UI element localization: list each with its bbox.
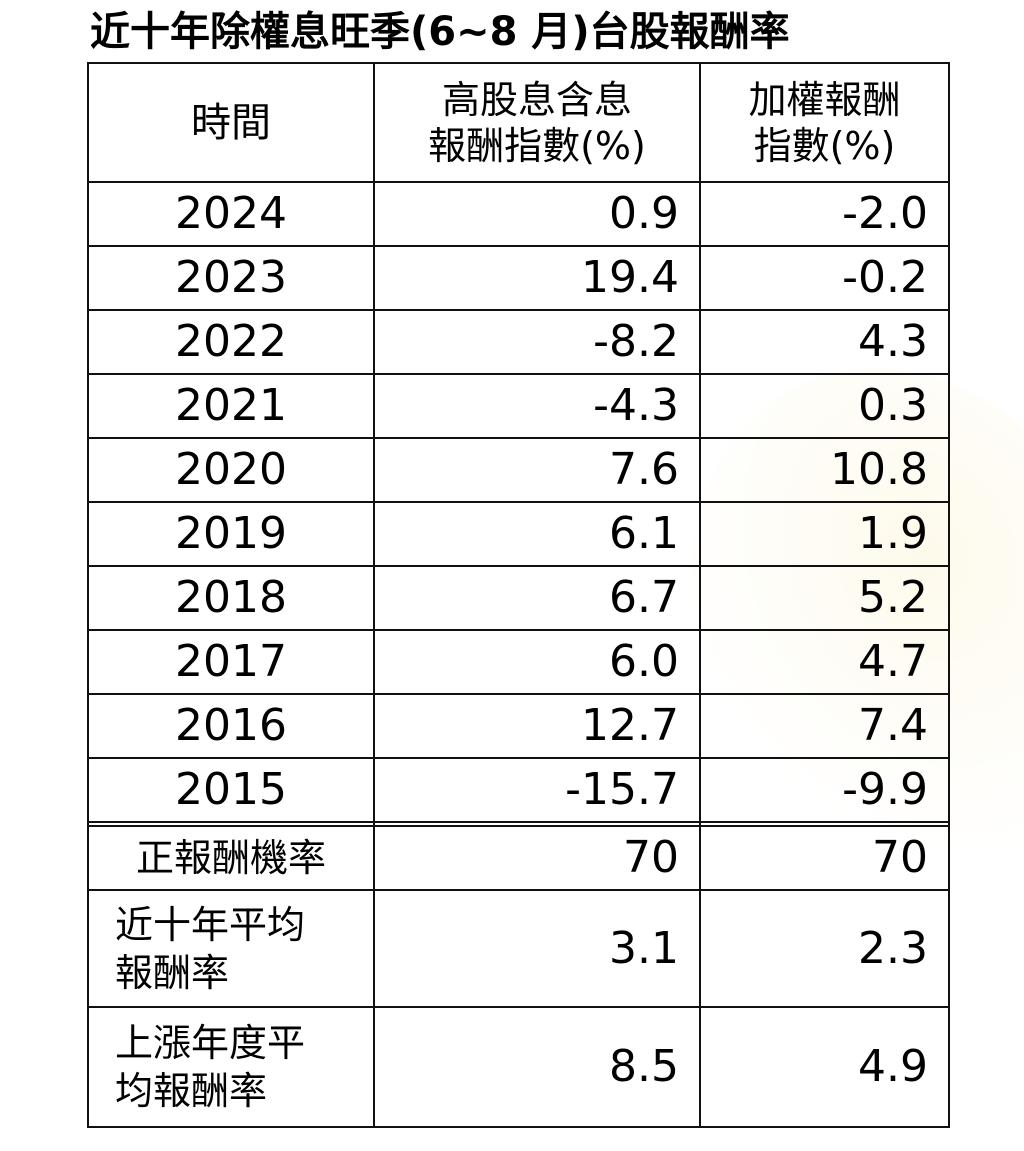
header-weighted-line1: 加權報酬 [748, 77, 901, 122]
table-row: 2024 0.9 -2.0 [87, 181, 950, 247]
page-title: 近十年除權息旺季(6~8 月)台股報酬率 [90, 9, 790, 55]
double-rule-divider [87, 821, 950, 827]
summary-label-line2: 報酬率 [115, 950, 230, 995]
high-dividend-cell: 3.1 [373, 889, 701, 1008]
year-cell: 2018 [87, 565, 375, 631]
header-high-dividend-line2: 報酬指數(%) [428, 123, 646, 168]
header-weighted: 加權報酬 指數(%) [699, 62, 950, 183]
weighted-cell: -9.9 [699, 757, 950, 823]
table-row: 2023 19.4 -0.2 [87, 245, 950, 311]
table-row: 2021 -4.3 0.3 [87, 373, 950, 439]
high-dividend-cell: -8.2 [373, 309, 701, 375]
summary-label: 上漲年度平 均報酬率 [87, 1006, 375, 1128]
weighted-cell: 0.3 [699, 373, 950, 439]
summary-label-line1: 上漲年度平 [115, 1021, 306, 1065]
table-row: 2016 12.7 7.4 [87, 693, 950, 759]
high-dividend-cell: 12.7 [373, 693, 701, 759]
header-time: 時間 [87, 62, 375, 183]
year-cell: 2019 [87, 501, 375, 567]
summary-label-line1: 正報酬機率 [135, 836, 326, 880]
table-row: 2017 6.0 4.7 [87, 629, 950, 695]
table-row: 2019 6.1 1.9 [87, 501, 950, 567]
weighted-cell: 4.9 [699, 1006, 950, 1128]
weighted-cell: 70 [699, 825, 950, 891]
high-dividend-cell: 6.1 [373, 501, 701, 567]
weighted-cell: 7.4 [699, 693, 950, 759]
high-dividend-cell: -4.3 [373, 373, 701, 439]
high-dividend-cell: 7.6 [373, 437, 701, 503]
table-header-row: 時間 高股息含息 報酬指數(%) 加權報酬 指數(%) [87, 62, 950, 183]
year-cell: 2023 [87, 245, 375, 311]
weighted-cell: -0.2 [699, 245, 950, 311]
header-high-dividend-line1: 高股息含息 [441, 77, 632, 122]
summary-label-line2: 均報酬率 [115, 1069, 268, 1113]
weighted-cell: 10.8 [699, 437, 950, 503]
summary-row-positive-probability: 正報酬機率 70 70 [87, 825, 950, 891]
table-row: 2022 -8.2 4.3 [87, 309, 950, 375]
table-row: 2018 6.7 5.2 [87, 565, 950, 631]
weighted-cell: 5.2 [699, 565, 950, 631]
header-high-dividend: 高股息含息 報酬指數(%) [373, 62, 701, 183]
year-cell: 2016 [87, 693, 375, 759]
high-dividend-cell: 0.9 [373, 181, 701, 247]
high-dividend-cell: 70 [373, 825, 701, 891]
weighted-cell: -2.0 [699, 181, 950, 247]
year-cell: 2021 [87, 373, 375, 439]
high-dividend-cell: 6.7 [373, 565, 701, 631]
weighted-cell: 4.7 [699, 629, 950, 695]
year-cell: 2022 [87, 309, 375, 375]
returns-table: 時間 高股息含息 報酬指數(%) 加權報酬 指數(%) 2024 0.9 -2.… [87, 62, 950, 1128]
weighted-cell: 1.9 [699, 501, 950, 567]
divider-cell [699, 821, 950, 827]
table-row: 2015 -15.7 -9.9 [87, 757, 950, 823]
year-cell: 2024 [87, 181, 375, 247]
divider-cell [87, 821, 375, 827]
year-cell: 2020 [87, 437, 375, 503]
summary-label: 正報酬機率 [87, 825, 375, 891]
high-dividend-cell: 8.5 [373, 1006, 701, 1128]
summary-label: 近十年平均 報酬率 [87, 889, 375, 1008]
summary-row-ten-year-average: 近十年平均 報酬率 3.1 2.3 [87, 889, 950, 1008]
high-dividend-cell: 6.0 [373, 629, 701, 695]
high-dividend-cell: -15.7 [373, 757, 701, 823]
divider-cell [373, 821, 701, 827]
table-row: 2020 7.6 10.8 [87, 437, 950, 503]
high-dividend-cell: 19.4 [373, 245, 701, 311]
summary-row-up-year-average: 上漲年度平 均報酬率 8.5 4.9 [87, 1006, 950, 1128]
year-cell: 2015 [87, 757, 375, 823]
year-cell: 2017 [87, 629, 375, 695]
weighted-cell: 2.3 [699, 889, 950, 1008]
header-weighted-line2: 指數(%) [753, 123, 896, 168]
summary-label-line1: 近十年平均 [115, 902, 306, 947]
weighted-cell: 4.3 [699, 309, 950, 375]
